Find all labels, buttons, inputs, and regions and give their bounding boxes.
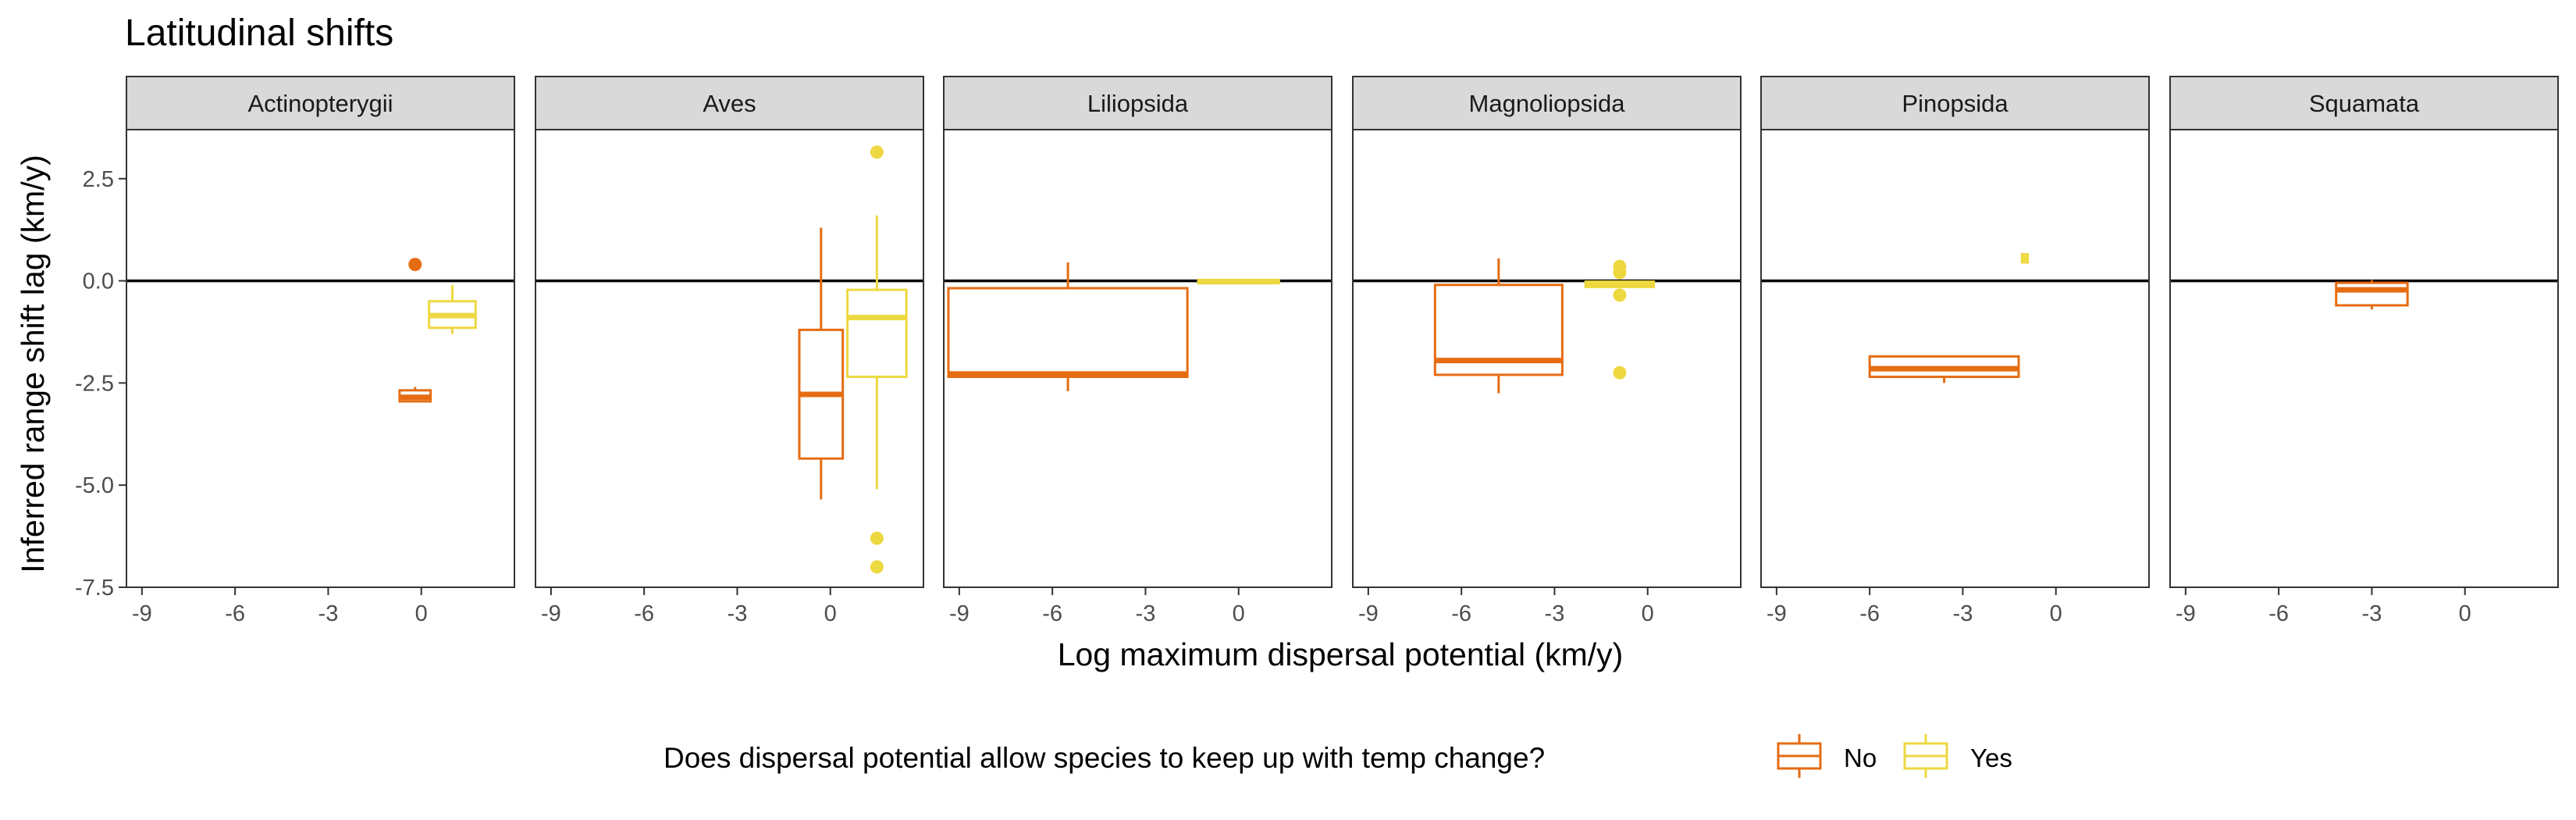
facet-panel: Squamata -9 -6 -3 0	[2169, 76, 2559, 626]
panel-border	[1352, 129, 1742, 588]
outlier-point	[1613, 288, 1627, 302]
y-tick-label: -7.5	[75, 576, 114, 601]
x-tick-label: 0	[2459, 601, 2471, 626]
legend-key-no: No	[1777, 734, 1877, 778]
facet-strip	[2169, 76, 2559, 130]
box-no	[1868, 355, 2020, 383]
facet-panel: Magnoliopsida -9 -6 -3 0	[1352, 76, 1742, 626]
facet-strip	[943, 76, 1332, 130]
box-yes	[2020, 253, 2030, 264]
box-yes	[846, 145, 908, 574]
x-tick-label: -3	[728, 601, 748, 626]
facet-label: Magnoliopsida	[1469, 90, 1626, 117]
y-tick-label: 0.0	[83, 269, 114, 294]
y-axis-title: Inferred range shift lag (km/y)	[15, 155, 51, 572]
legend-label: Yes	[1970, 743, 2012, 772]
facet-label: Pinopsida	[1902, 90, 2008, 117]
facet-strip	[126, 76, 515, 130]
x-tick-label: -9	[132, 601, 152, 626]
x-tick-label: -6	[1859, 601, 1880, 626]
x-tick-label: -9	[949, 601, 970, 626]
outlier-point	[870, 560, 884, 574]
x-tick-label: 0	[824, 601, 837, 626]
legend-label: No	[1844, 743, 1877, 772]
outlier-point	[1613, 365, 1627, 380]
facet-strip	[1760, 76, 2150, 130]
x-tick-label: -6	[1042, 601, 1062, 626]
outlier-point	[870, 145, 884, 159]
box-yes	[1197, 279, 1280, 285]
x-tick-label: 0	[1642, 601, 1654, 626]
x-tick-label: -9	[1358, 601, 1379, 626]
panel-border	[1760, 129, 2150, 588]
x-tick-label: -3	[1953, 601, 1973, 626]
outlier-point	[870, 531, 884, 545]
x-tick-label: 0	[2050, 601, 2062, 626]
x-tick-label: -3	[1545, 601, 1565, 626]
x-tick-label: -9	[541, 601, 561, 626]
panel-border	[943, 129, 1332, 588]
outlier-point	[408, 258, 422, 272]
panel-background	[2170, 130, 2558, 587]
box-yes	[428, 284, 477, 334]
x-tick-label: -6	[2268, 601, 2289, 626]
y-tick-label: -5.0	[75, 473, 114, 498]
panel-border	[535, 129, 924, 588]
x-tick-label: -9	[1767, 601, 1787, 626]
x-tick-label: -6	[634, 601, 654, 626]
y-tick-label: -2.5	[75, 371, 114, 396]
box-yes	[1584, 259, 1656, 380]
y-tick-label: 2.5	[83, 167, 114, 192]
legend-title: Does dispersal potential allow species t…	[664, 742, 1545, 774]
box-no	[947, 262, 1189, 391]
y-axis: 2.5 0.0 -2.5 -5.0 -7.5	[75, 167, 126, 601]
box-body	[2335, 281, 2409, 307]
x-tick-label: 0	[415, 601, 428, 626]
facet-strip	[1352, 76, 1742, 130]
facet-label: Actinopterygii	[247, 90, 393, 117]
x-axis-title: Log maximum dispersal potential (km/y)	[1058, 636, 1624, 672]
x-tick-label: -3	[1136, 601, 1156, 626]
chart-title: Latitudinal shifts	[125, 12, 393, 54]
outlier-point	[1613, 266, 1627, 280]
box-no	[398, 258, 432, 403]
panel-border	[126, 129, 515, 588]
facet-panel: Liliopsida -9 -6 -3 0	[943, 76, 1332, 626]
facet-label: Liliopsida	[1087, 90, 1189, 117]
facet-panel: Actinopterygii -9 -6 -3 0	[126, 76, 515, 626]
x-tick-label: 0	[1233, 601, 1245, 626]
facet-panel: Aves -9 -6 -3 0	[535, 76, 924, 626]
legend-key-yes: Yes	[1903, 734, 2012, 778]
box-no	[2335, 280, 2409, 310]
facet-label: Squamata	[2309, 90, 2420, 117]
x-tick-label: -6	[1451, 601, 1471, 626]
panel-border	[2169, 129, 2559, 588]
x-tick-label: -9	[2176, 601, 2196, 626]
box-body	[947, 287, 1189, 379]
box-no	[798, 227, 845, 500]
x-tick-label: -3	[318, 601, 339, 626]
facet-panel: Pinopsida -9 -6 -3 0	[1760, 76, 2150, 626]
panel-background	[126, 130, 514, 587]
facet-label: Aves	[703, 90, 756, 117]
box-no	[1433, 258, 1564, 394]
x-tick-label: -3	[2362, 601, 2382, 626]
x-tick-label: -6	[225, 601, 245, 626]
box-body	[846, 288, 908, 379]
legend: Does dispersal potential allow species t…	[664, 734, 2012, 778]
